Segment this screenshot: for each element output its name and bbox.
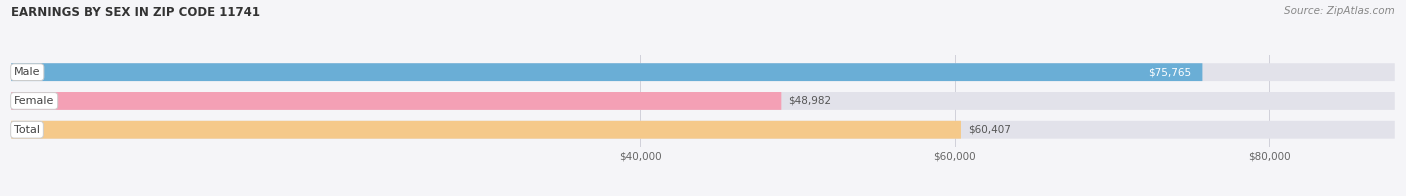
Text: $48,982: $48,982 — [789, 96, 831, 106]
FancyBboxPatch shape — [11, 92, 1395, 110]
FancyBboxPatch shape — [11, 121, 1395, 139]
Text: Male: Male — [14, 67, 41, 77]
Text: $75,765: $75,765 — [1149, 67, 1191, 77]
Text: EARNINGS BY SEX IN ZIP CODE 11741: EARNINGS BY SEX IN ZIP CODE 11741 — [11, 6, 260, 19]
Text: Female: Female — [14, 96, 55, 106]
Text: $60,407: $60,407 — [967, 125, 1011, 135]
Text: Source: ZipAtlas.com: Source: ZipAtlas.com — [1284, 6, 1395, 16]
FancyBboxPatch shape — [11, 121, 960, 139]
Text: Total: Total — [14, 125, 39, 135]
FancyBboxPatch shape — [11, 63, 1202, 81]
FancyBboxPatch shape — [11, 92, 782, 110]
FancyBboxPatch shape — [11, 63, 1395, 81]
